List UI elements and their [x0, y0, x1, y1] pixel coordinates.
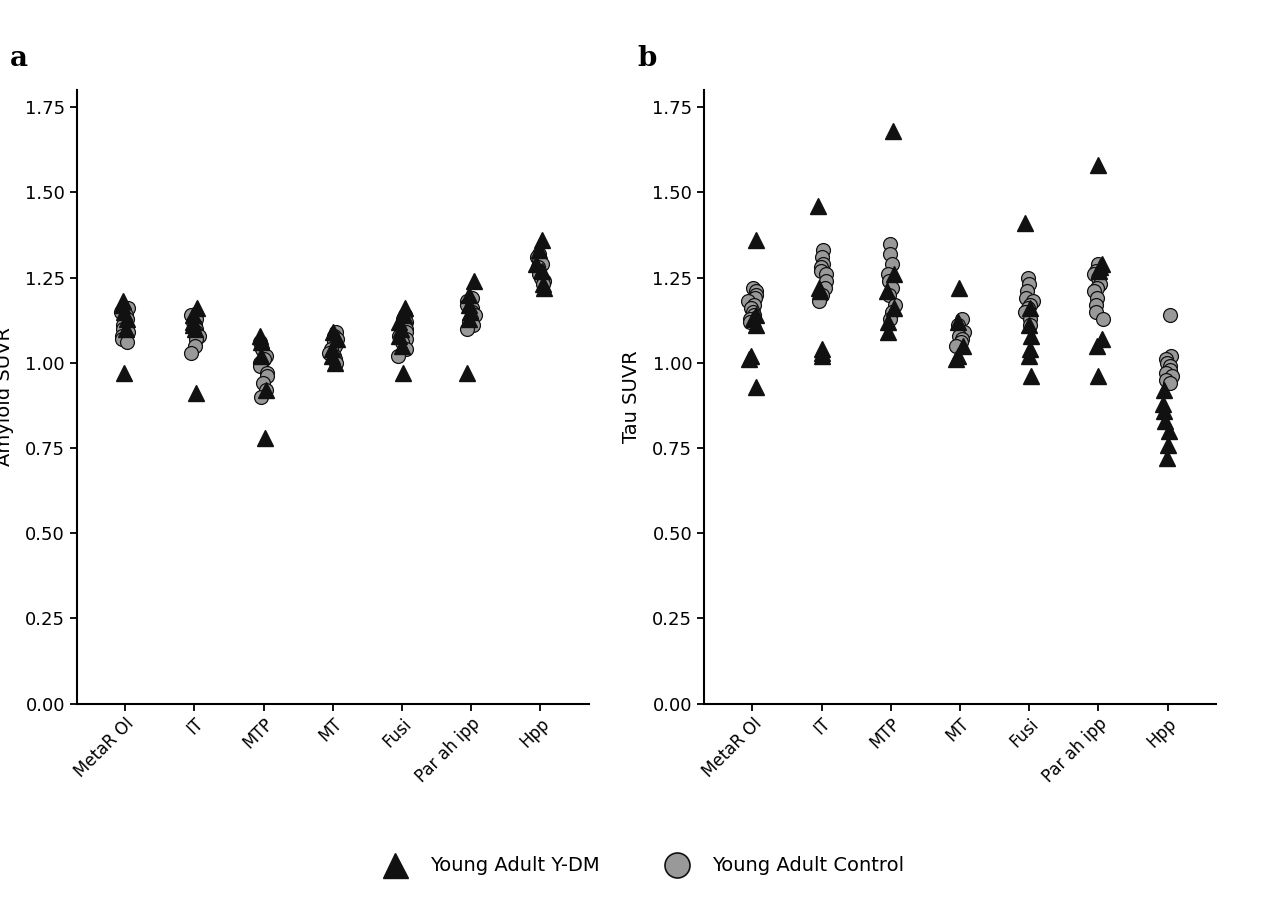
Text: b: b	[637, 45, 657, 72]
Y-axis label: Amyloid SUVR: Amyloid SUVR	[0, 327, 14, 466]
Y-axis label: Tau SUVR: Tau SUVR	[622, 351, 641, 443]
Text: a: a	[10, 45, 28, 72]
Legend: Young Adult Y-DM, Young Adult Control: Young Adult Y-DM, Young Adult Control	[367, 849, 913, 883]
